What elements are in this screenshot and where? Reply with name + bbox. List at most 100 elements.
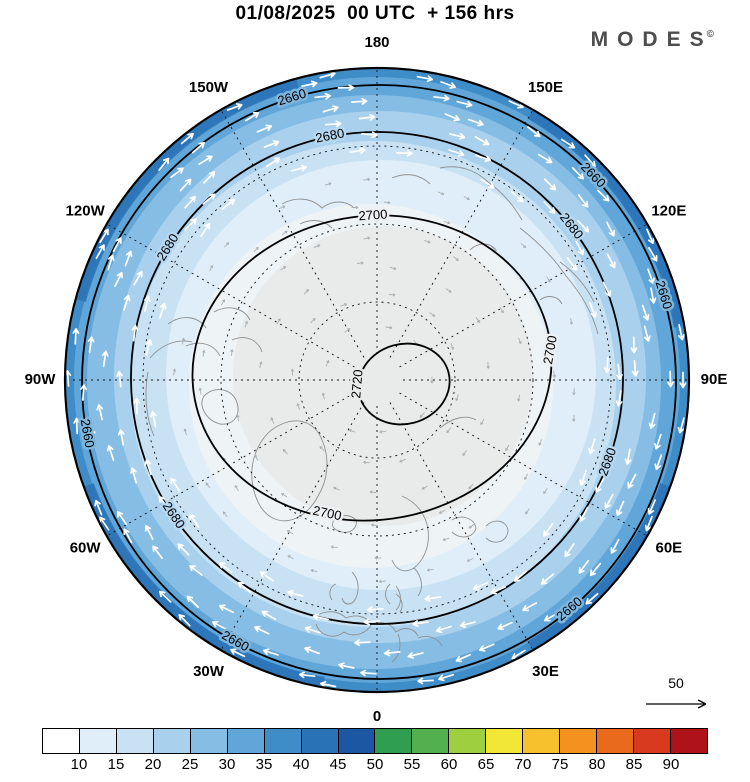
colorbar-cell-7 bbox=[301, 729, 339, 753]
wind-arrow bbox=[107, 254, 115, 271]
wind-arrow bbox=[244, 112, 260, 122]
wind-arrow bbox=[438, 673, 455, 682]
weak-wind-arrow bbox=[388, 293, 396, 297]
weak-wind-arrow bbox=[475, 317, 481, 323]
weak-wind-arrow bbox=[198, 387, 202, 395]
weak-wind-arrow bbox=[486, 361, 490, 369]
colorbar-cell-4 bbox=[190, 729, 228, 753]
wind-arrow bbox=[112, 237, 122, 253]
weak-wind-arrow bbox=[236, 414, 240, 422]
wind-arrow bbox=[578, 559, 590, 574]
colorbar-tick-10: 10 bbox=[70, 756, 88, 773]
wind-reference-arrow bbox=[646, 699, 707, 709]
wind-arrow bbox=[433, 94, 450, 102]
wind-arrow bbox=[417, 677, 434, 685]
weak-wind-arrow bbox=[324, 182, 332, 186]
colorbar-cell-6 bbox=[264, 729, 302, 753]
wind-arrow bbox=[615, 500, 625, 517]
wind-arrow bbox=[178, 614, 191, 627]
wind-arrow bbox=[646, 228, 655, 245]
wind-arrow bbox=[543, 178, 557, 191]
wind-arrow bbox=[170, 167, 184, 179]
wind-arrow bbox=[354, 639, 371, 647]
wind-arrow bbox=[314, 92, 331, 100]
weak-wind-arrow bbox=[205, 482, 211, 489]
weak-wind-arrow bbox=[446, 427, 452, 434]
colorbar-tick-labels: 10 15 20 25 30 35 40 45 50 55 60 65 70 75 80 85 90 bbox=[42, 756, 708, 778]
wind-arrow bbox=[407, 652, 424, 659]
colorbar-tick-50: 50 bbox=[366, 756, 384, 773]
wind-arrow bbox=[319, 680, 337, 688]
weak-wind-arrow bbox=[280, 266, 287, 271]
coastlines bbox=[145, 166, 599, 663]
wind-arrow bbox=[261, 610, 277, 621]
colorbar-cell-13 bbox=[523, 729, 561, 753]
wind-arrow bbox=[543, 522, 554, 537]
wind-arrow bbox=[455, 653, 471, 663]
wind-arrow bbox=[596, 189, 610, 202]
wind-reference-value: 50 bbox=[668, 675, 684, 691]
wind-arrow bbox=[298, 671, 316, 679]
wind-arrow bbox=[575, 240, 585, 256]
weak-wind-arrow bbox=[572, 414, 576, 422]
wind-arrow bbox=[510, 190, 524, 203]
longitude-label-0: 0 bbox=[373, 708, 381, 725]
graticule bbox=[66, 69, 688, 691]
weak-wind-arrow bbox=[543, 488, 548, 494]
weak-wind-arrow bbox=[374, 556, 382, 560]
wind-arrow bbox=[644, 515, 653, 532]
wind-arrow bbox=[616, 363, 623, 381]
wind-arrow bbox=[191, 141, 205, 154]
weak-wind-arrow bbox=[351, 205, 359, 210]
weak-wind-arrow bbox=[445, 288, 452, 293]
colorbar-cell-15 bbox=[597, 729, 634, 753]
wind-arrow bbox=[641, 304, 650, 321]
wind-arrow bbox=[679, 371, 687, 389]
map-boundary bbox=[63, 66, 691, 694]
wind-arrow bbox=[350, 97, 368, 105]
colorbar-tick-15: 15 bbox=[107, 756, 125, 773]
wind-arrow bbox=[145, 339, 153, 356]
wind-arrow bbox=[179, 178, 192, 192]
wind-arrow bbox=[654, 454, 663, 471]
wind-arrow bbox=[158, 495, 170, 510]
weak-wind-arrow bbox=[572, 388, 576, 396]
weak-wind-arrow bbox=[371, 523, 378, 527]
longitude-label-30E: 30E bbox=[532, 663, 559, 680]
colorbar-cell-17 bbox=[670, 729, 707, 753]
colorbar-cell-9 bbox=[375, 729, 413, 753]
weak-wind-arrow bbox=[442, 537, 450, 542]
wind-arrow bbox=[202, 193, 216, 205]
weak-wind-arrow bbox=[244, 320, 248, 328]
contour-label: 2700 bbox=[358, 206, 388, 223]
weak-wind-arrow bbox=[348, 429, 356, 433]
weak-wind-arrow bbox=[426, 568, 434, 572]
wind-arrow bbox=[677, 417, 685, 434]
wind-arrow bbox=[101, 350, 109, 367]
wind-arrow bbox=[180, 132, 194, 145]
wind-arrow bbox=[643, 325, 651, 342]
colorbar-tick-70: 70 bbox=[514, 756, 532, 773]
weak-wind-arrow bbox=[356, 261, 364, 265]
wind-arrow bbox=[304, 646, 321, 655]
contour-line-2660 bbox=[81, 84, 677, 680]
modes-logo-copyright: © bbox=[706, 29, 714, 40]
wind-arrow bbox=[94, 499, 103, 516]
wind-arrow bbox=[363, 618, 381, 626]
longitude-label-90E: 90E bbox=[701, 371, 728, 388]
contour-line-2700 bbox=[191, 214, 553, 522]
weak-wind-arrow bbox=[369, 490, 377, 494]
weak-wind-arrow bbox=[181, 337, 185, 345]
polar-map: 2660266026602660266026602680268026802680… bbox=[25, 34, 728, 725]
wind-arrow bbox=[338, 662, 355, 670]
wind-arrow bbox=[95, 244, 105, 259]
wind-arrow bbox=[527, 126, 541, 138]
weak-wind-arrow bbox=[569, 318, 573, 325]
chart-title: 01/08/2025 00 UTC + 156 hrs bbox=[235, 3, 515, 24]
weak-wind-arrow bbox=[429, 312, 436, 317]
wind-arrow bbox=[585, 592, 599, 605]
wind-arrow bbox=[649, 287, 657, 304]
weak-wind-arrow bbox=[325, 360, 330, 367]
wind-arrow bbox=[480, 178, 495, 189]
wind-arrow bbox=[259, 571, 274, 582]
